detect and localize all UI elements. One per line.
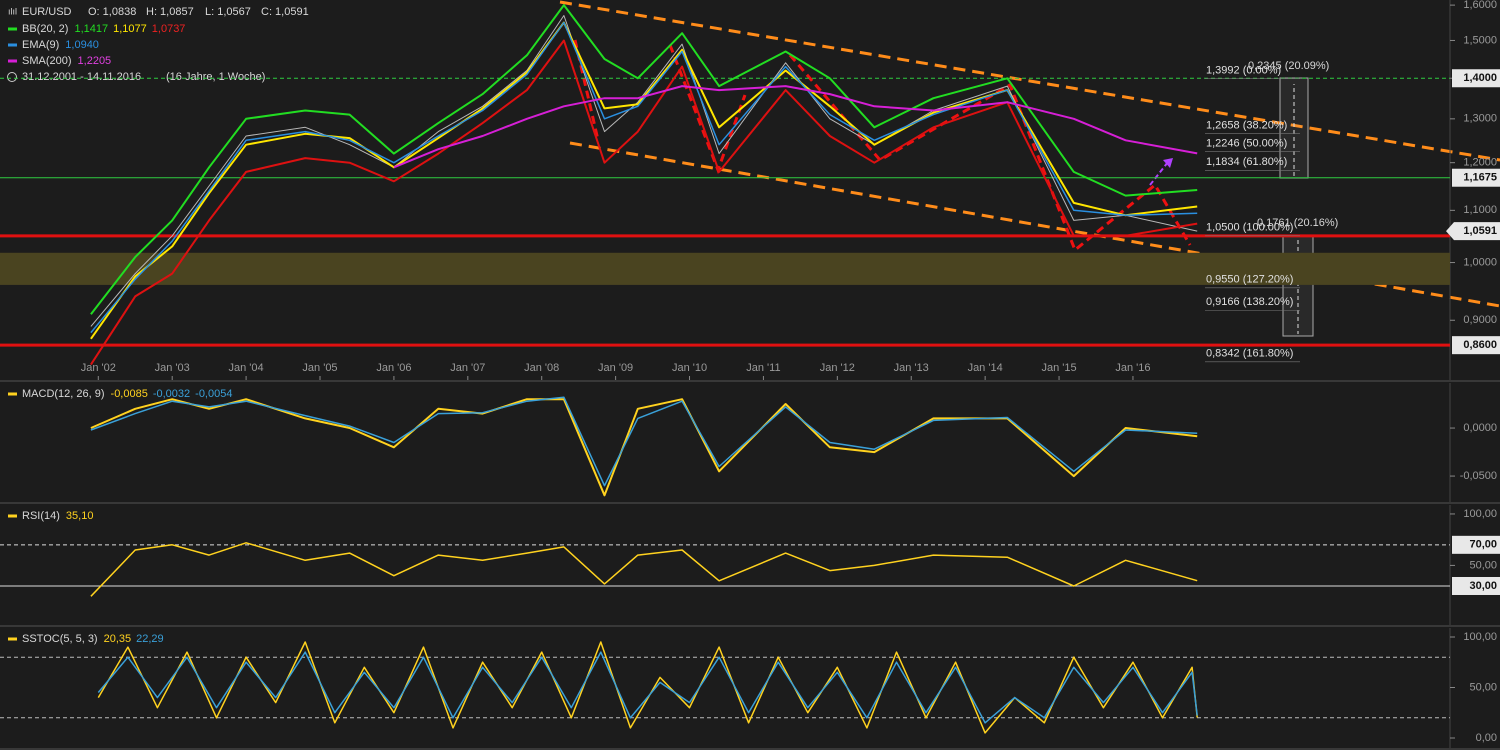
open: O: 1,0838 <box>88 6 136 18</box>
series-line <box>393 85 1198 169</box>
price-tag <box>1452 535 1500 554</box>
x-tick-label: Jan '06 <box>376 362 411 374</box>
price-tag <box>1452 69 1500 88</box>
fib-label: 0,8342 (161.80%) <box>1206 348 1293 360</box>
x-tick-label: Jan '04 <box>229 362 264 374</box>
y-tick-label: 1,5000 <box>1463 34 1497 46</box>
series-line <box>90 15 1198 327</box>
duration: (16 Jahre, 1 Woche) <box>166 71 265 83</box>
clock-icon <box>7 72 17 82</box>
y-tick-label: -0,0500 <box>1460 470 1497 482</box>
price-tag-label: 30,00 <box>1469 580 1497 592</box>
series-line <box>90 398 1198 497</box>
series-line <box>90 21 1198 334</box>
y-tick-label: 50,00 <box>1469 681 1497 693</box>
y-tick-label: 0,9000 <box>1463 314 1497 326</box>
fib-label: 1,2658 (38.20%) <box>1206 119 1287 131</box>
y-tick-label: 1,3000 <box>1463 113 1497 125</box>
legend-label: RSI(14) <box>22 510 60 522</box>
projection-arrow <box>1149 161 1169 186</box>
legend-value: 1,1417 <box>74 23 108 35</box>
legend-value: -0,0054 <box>195 388 232 400</box>
x-tick-label: Jan '13 <box>894 362 929 374</box>
legend-value: 1,0940 <box>65 39 99 51</box>
legend-value: 1,0737 <box>152 23 186 35</box>
legend-label: EMA(9) <box>22 39 59 51</box>
price-tag-label: 70,00 <box>1469 539 1497 551</box>
symbol: EUR/USD <box>22 6 72 18</box>
price-tag-label: 0,8600 <box>1463 339 1497 351</box>
x-tick-label: Jan '09 <box>598 362 633 374</box>
series-line <box>90 396 1198 487</box>
x-tick-label: Jan '03 <box>155 362 190 374</box>
legend-label: SMA(200) <box>22 55 72 67</box>
price-tag <box>1452 168 1500 187</box>
low: L: 1,0567 <box>205 6 251 18</box>
fib-label: 1,2246 (50.00%) <box>1206 137 1287 149</box>
legend-value: 1,1077 <box>113 23 147 35</box>
legend-label: BB(20, 2) <box>22 23 68 35</box>
series-line <box>90 542 1198 597</box>
x-tick-label: Jan '14 <box>968 362 1003 374</box>
legend-label: SSTOC(5, 5, 3) <box>22 633 98 645</box>
x-tick-label: Jan '11 <box>746 362 780 374</box>
series-line <box>90 4 1198 315</box>
legend-value: -0,0085 <box>111 388 148 400</box>
legend-value: 35,10 <box>66 510 94 522</box>
y-tick-label: 100,00 <box>1463 631 1497 643</box>
price-tag <box>1452 336 1500 355</box>
fib-label: 1,3992 (0.00%) <box>1206 64 1281 76</box>
zone <box>0 252 1450 285</box>
y-tick-label: 1,0000 <box>1463 256 1497 268</box>
legend-value: -0,0032 <box>153 388 190 400</box>
legend-value: 20,35 <box>104 633 132 645</box>
fib-label: 0,9550 (127.20%) <box>1206 274 1293 286</box>
wave-line <box>788 54 1192 253</box>
x-tick-label: Jan '10 <box>672 362 707 374</box>
price-tag-label: 1,4000 <box>1463 72 1497 84</box>
y-tick-label: 1,2000 <box>1463 157 1497 169</box>
chart-icon: ılıl <box>8 6 17 16</box>
header: ılıl EUR/USD O: 1,0838 H: 1,0857 L: 1,05… <box>7 6 309 83</box>
price-tag-label: 1,1675 <box>1463 172 1497 184</box>
x-tick-label: Jan '15 <box>1041 362 1076 374</box>
y-tick-label: 100,00 <box>1463 508 1497 520</box>
period: 31.12.2001 - 14.11.2016 <box>22 71 141 83</box>
fib-label: 1,1834 (61.80%) <box>1206 156 1287 168</box>
x-tick-label: Jan '07 <box>450 362 485 374</box>
x-tick-label: Jan '16 <box>1115 362 1150 374</box>
range-label: 0,2345 (20.09%) <box>1248 60 1329 72</box>
series-line <box>97 651 1198 724</box>
x-tick-label: Jan '12 <box>820 362 855 374</box>
y-tick-label: 0,0000 <box>1463 422 1497 434</box>
x-tick-label: Jan '02 <box>81 362 116 374</box>
range-label: 0,1761 (20.16%) <box>1257 217 1338 229</box>
x-tick-label: Jan '05 <box>302 362 337 374</box>
y-tick-label: 1,6000 <box>1463 0 1497 11</box>
legend-value: 1,2205 <box>78 55 112 67</box>
price-tag <box>1446 222 1500 241</box>
fib-label: 1,0500 (100.00%) <box>1206 222 1293 234</box>
legend-label: MACD(12, 26, 9) <box>22 388 105 400</box>
y-tick-label: 0,00 <box>1476 732 1497 744</box>
close: C: 1,0591 <box>261 6 309 18</box>
trend-line <box>559 0 1500 162</box>
fib-label: 0,9166 (138.20%) <box>1206 296 1293 308</box>
price-tag <box>1452 576 1500 595</box>
arrow-head <box>1163 158 1173 168</box>
y-tick-label: 50,00 <box>1469 559 1497 571</box>
legend-value: 22,29 <box>136 633 164 645</box>
high: H: 1,0857 <box>146 6 194 18</box>
price-tag-label: 1,0591 <box>1463 225 1497 237</box>
x-tick-label: Jan '08 <box>524 362 559 374</box>
y-tick-label: 1,1000 <box>1463 204 1497 216</box>
